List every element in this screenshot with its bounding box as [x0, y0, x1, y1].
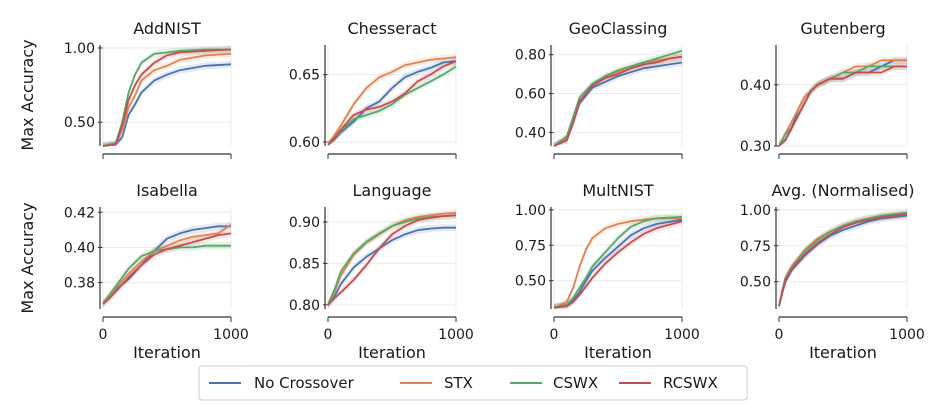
series-no-crossover	[102, 63, 232, 147]
panel-title: GeoClassing	[569, 19, 668, 38]
legend-frame	[198, 365, 748, 401]
series-rcswx	[778, 65, 907, 147]
y-tick-label: 1.00	[740, 203, 771, 219]
band-rcswx	[779, 62, 907, 146]
series-cswx	[102, 244, 231, 305]
x-axis-label-col-2: Iteration	[358, 343, 426, 362]
panel-title: MultNIST	[582, 181, 654, 200]
panel-language: Language 0.80 0.85 0.90 0 1000	[289, 181, 474, 343]
series-rcswx	[327, 60, 457, 146]
panel-multnist: MultNIST 0.50 0.75 1.00 0 1000	[515, 181, 700, 343]
band-no-crossover	[779, 212, 907, 309]
panel-title: Isabella	[136, 181, 198, 200]
x-axis-label-col-3: Iteration	[584, 343, 652, 362]
legend-label-rcswx: RCSWX	[663, 374, 718, 392]
y-tick-label: 0.75	[515, 238, 546, 254]
x-tick-label: 0	[324, 327, 333, 343]
series-cswx	[553, 49, 683, 147]
series-rcswx	[102, 48, 232, 147]
band-stx	[554, 214, 682, 309]
x-tick-label: 1000	[438, 327, 474, 343]
y-tick-label: 0.30	[740, 139, 771, 155]
legend-label-cswx: CSWX	[553, 374, 598, 392]
y-tick-label: 0.40	[740, 78, 771, 94]
series-cswx	[553, 216, 683, 309]
chart-panels: AddNIST 0.50 1.00 Chesseract 0.60 0.65 GeoClas…	[64, 19, 925, 343]
panel-title: Chesseract	[347, 19, 436, 38]
band-rcswx	[103, 229, 231, 308]
band-no-crossover	[103, 60, 231, 146]
panel-chesseract: Chesseract 0.60 0.65	[289, 19, 457, 159]
series-rcswx	[553, 220, 683, 309]
y-tick-label: 0.42	[64, 205, 95, 221]
band-cswx	[103, 242, 231, 308]
series-rcswx	[778, 213, 908, 307]
panel-avg-normalised: Avg. (Normalised) 0.50 0.75 1.00 0 1000	[740, 181, 925, 343]
panel-title: Gutenberg	[800, 19, 885, 38]
series-stx	[553, 217, 682, 309]
panel-title: Avg. (Normalised)	[772, 181, 915, 200]
x-tick-label: 1000	[664, 327, 700, 343]
series-rcswx	[327, 214, 457, 306]
panel-geoclassing: GeoClassing 0.40 0.60 0.80	[515, 19, 683, 159]
x-axis-label-col-4: Iteration	[809, 343, 877, 362]
panel-gutenberg: Gutenberg 0.30 0.40	[740, 19, 908, 159]
y-tick-label: 0.75	[740, 239, 771, 255]
series-stx	[327, 56, 457, 146]
legend: No Crossover STX CSWX RCSWX	[198, 365, 748, 401]
y-tick-label: 0.50	[64, 115, 95, 131]
series-no-crossover	[553, 218, 683, 309]
y-tick-label: 0.60	[515, 87, 546, 103]
y-tick-label: 0.60	[289, 135, 320, 151]
y-tick-label: 0.40	[515, 125, 546, 141]
band-stx	[779, 56, 907, 146]
series-no-crossover	[327, 60, 457, 146]
series-rcswx	[553, 55, 683, 147]
panel-addnist: AddNIST 0.50 1.00	[64, 19, 232, 159]
y-tick-label: 0.50	[740, 275, 771, 291]
band-rcswx	[328, 211, 456, 309]
legend-label-stx: STX	[444, 374, 473, 392]
y-tick-label: 0.50	[515, 274, 546, 290]
y-axis-label-row-2: Max Accuracy	[18, 202, 37, 313]
y-tick-label: 0.65	[289, 68, 320, 84]
series-no-crossover	[327, 226, 456, 306]
series-stx	[102, 53, 232, 147]
x-tick-label: 1000	[889, 327, 925, 343]
legend-label-no-crossover: No Crossover	[254, 374, 355, 392]
y-tick-label: 1.00	[515, 203, 546, 219]
y-tick-label: 0.80	[289, 298, 320, 314]
y-tick-label: 0.40	[64, 240, 95, 256]
x-tick-label: 1000	[213, 327, 249, 343]
panel-title: AddNIST	[133, 19, 201, 38]
y-tick-label: 0.80	[515, 48, 546, 64]
y-tick-label: 0.85	[289, 256, 320, 272]
series-rcswx	[102, 232, 232, 305]
panel-title: Language	[353, 181, 432, 200]
band-stx	[328, 209, 456, 309]
y-axis-label-row-1: Max Accuracy	[18, 39, 37, 150]
y-tick-label: 1.00	[64, 41, 95, 57]
x-tick-label: 0	[550, 327, 559, 343]
panel-isabella: Isabella 0.38 0.40 0.42 0 1000	[64, 181, 249, 343]
x-tick-label: 0	[99, 327, 108, 343]
y-tick-label: 0.90	[289, 215, 320, 231]
x-tick-label: 0	[775, 327, 784, 343]
x-axis-label-col-1: Iteration	[133, 343, 201, 362]
series-stx	[102, 223, 232, 305]
y-tick-label: 0.38	[64, 276, 95, 292]
